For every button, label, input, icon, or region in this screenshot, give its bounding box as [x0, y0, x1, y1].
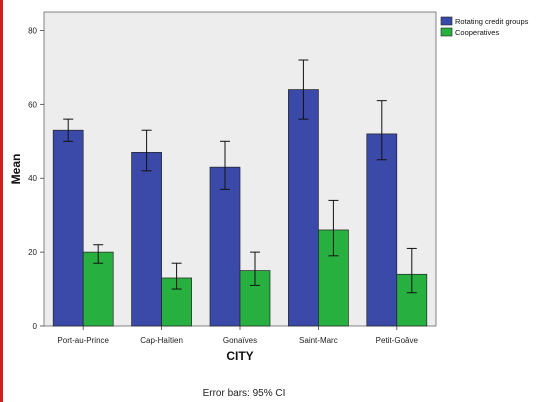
error-bar	[376, 100, 387, 161]
y-tick-label: 40	[28, 174, 37, 183]
x-tick-label: Saint-Marc	[299, 336, 338, 345]
error-bar	[328, 199, 339, 257]
x-tick-label: Cap-Haïtien	[140, 336, 183, 345]
legend-swatch	[440, 16, 453, 26]
y-tick-label: 80	[28, 26, 37, 35]
legend-label: Cooperatives	[455, 28, 499, 37]
error-bar	[93, 244, 104, 264]
left-margin-rule	[0, 0, 3, 402]
error-bars	[63, 59, 417, 294]
legend-swatch	[440, 27, 453, 37]
bar-rotating-credit-groups	[52, 129, 84, 327]
y-axis-title: Mean	[9, 154, 23, 185]
y-tick-label: 0	[33, 322, 38, 331]
bar-rotating-credit-groups	[288, 89, 319, 327]
error-bar	[220, 140, 230, 190]
x-tick-label: Port-au-Prince	[57, 336, 109, 345]
legend-label: Rotating credit groups	[455, 17, 529, 26]
y-tick-label: 20	[28, 248, 37, 257]
error-bar	[250, 251, 260, 286]
x-tick-label: Gonaïves	[223, 336, 257, 345]
error-bar	[63, 118, 74, 142]
error-bar	[406, 247, 417, 294]
bar-rotating-credit-groups	[131, 152, 162, 327]
legend: Rotating credit groups Cooperatives	[440, 16, 529, 37]
error-bar	[171, 262, 182, 290]
bar-rotating-credit-groups	[366, 133, 398, 327]
bar-rotating-credit-groups	[209, 166, 241, 327]
y-tick-label: 60	[28, 100, 37, 109]
x-axis: Port-au-Prince Cap-Haïtien Gonaïves Saint-M…	[57, 326, 418, 345]
bar-cooperatives	[82, 251, 114, 327]
y-axis: 0 20 40 60 80	[28, 26, 44, 331]
error-bars-footnote: Error bars: 95% CI	[203, 388, 286, 399]
error-bar	[141, 129, 152, 172]
error-bar	[298, 59, 309, 120]
x-tick-label: Petit-Goâve	[376, 336, 419, 345]
x-axis-title: CITY	[226, 349, 253, 363]
